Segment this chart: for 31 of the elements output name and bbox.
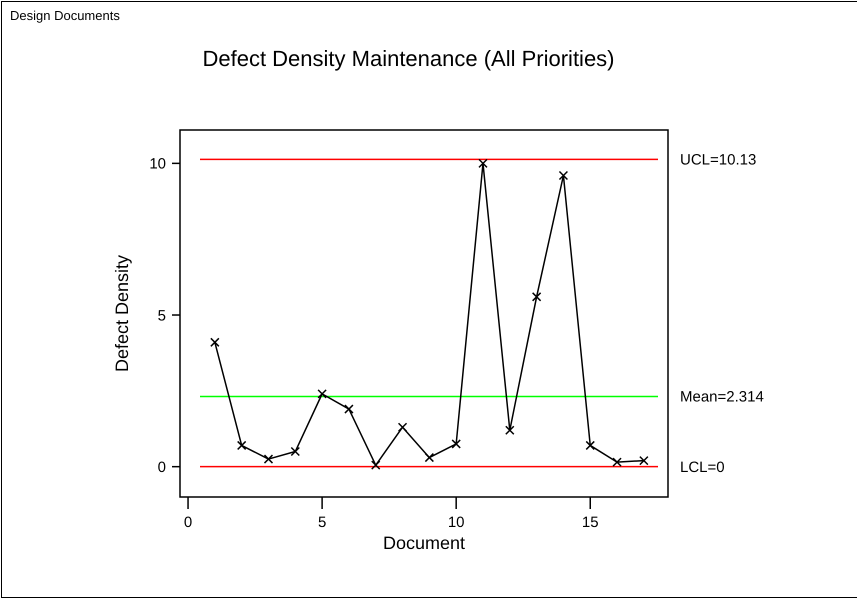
ref-line-label: Mean=2.314 bbox=[680, 388, 764, 406]
point bbox=[236, 440, 246, 450]
x-tick-label: 15 bbox=[582, 514, 599, 531]
chart-title: Defect Density Maintenance (All Priorities) bbox=[202, 46, 615, 71]
point bbox=[505, 426, 515, 436]
point bbox=[424, 452, 434, 462]
x-tick-label: 10 bbox=[448, 514, 465, 531]
text: Design Documents bbox=[10, 8, 120, 23]
point bbox=[370, 460, 380, 470]
x-tick-label: 5 bbox=[318, 514, 326, 531]
point bbox=[478, 158, 488, 168]
point bbox=[451, 439, 461, 449]
y-axis-title: Defect Density bbox=[112, 254, 132, 372]
point bbox=[585, 440, 595, 450]
ref-line-label: LCL=0 bbox=[680, 458, 725, 476]
point bbox=[398, 422, 408, 432]
point bbox=[532, 292, 542, 302]
y-tick-label: 5 bbox=[158, 307, 166, 324]
y-tick-label: 0 bbox=[158, 458, 166, 476]
x-tick-label: 0 bbox=[184, 514, 192, 531]
ref-line-label: UCL=10.13 bbox=[680, 152, 756, 169]
y-tick-label: 10 bbox=[149, 156, 166, 173]
point bbox=[639, 456, 649, 466]
point bbox=[317, 389, 327, 399]
point bbox=[558, 170, 568, 180]
point bbox=[612, 457, 622, 467]
point bbox=[344, 404, 354, 414]
point bbox=[290, 446, 300, 456]
point bbox=[210, 338, 220, 348]
x-axis-title: Document bbox=[382, 533, 466, 553]
point bbox=[264, 454, 274, 464]
